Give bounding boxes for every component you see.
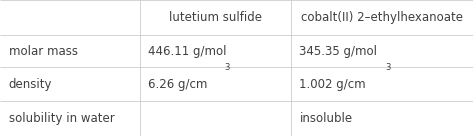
Text: 345.35 g/mol: 345.35 g/mol — [299, 45, 377, 58]
Text: cobalt(II) 2–ethylhexanoate: cobalt(II) 2–ethylhexanoate — [301, 11, 463, 24]
Text: 3: 3 — [225, 64, 230, 72]
Text: 1.002 g/cm: 1.002 g/cm — [299, 78, 366, 91]
Text: density: density — [9, 78, 52, 91]
Text: solubility in water: solubility in water — [9, 112, 114, 125]
Text: 3: 3 — [385, 64, 391, 72]
Text: molar mass: molar mass — [9, 45, 78, 58]
Text: 6.26 g/cm: 6.26 g/cm — [148, 78, 208, 91]
Text: 446.11 g/mol: 446.11 g/mol — [148, 45, 227, 58]
Text: insoluble: insoluble — [299, 112, 352, 125]
Text: lutetium sulfide: lutetium sulfide — [169, 11, 262, 24]
